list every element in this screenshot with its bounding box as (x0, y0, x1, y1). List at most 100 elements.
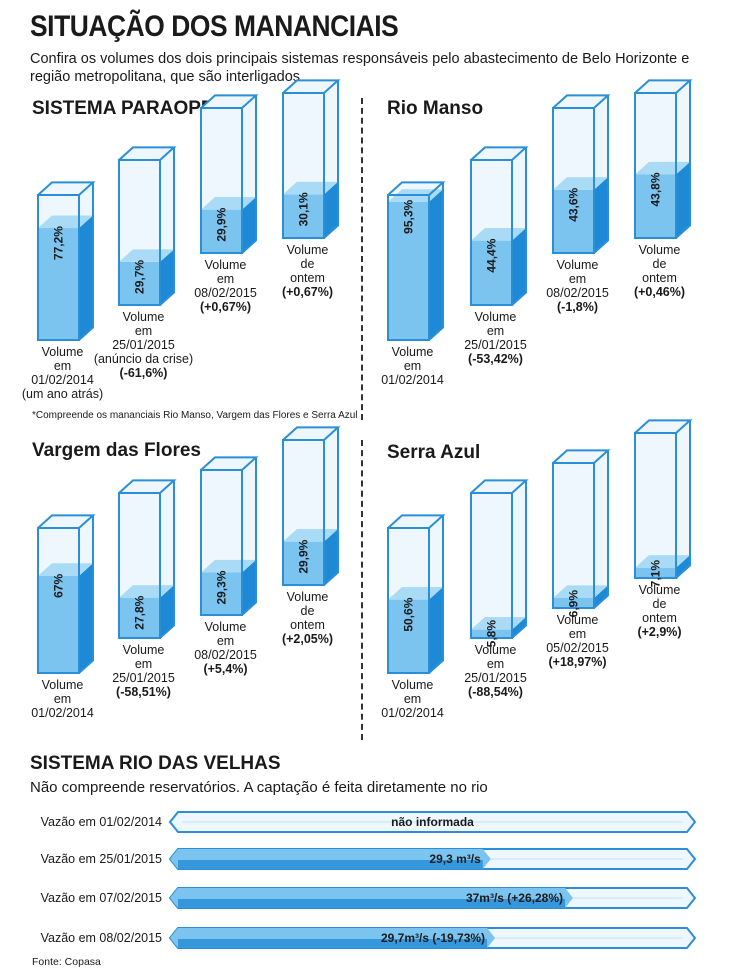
caption-line: ontem (290, 271, 325, 285)
value-label: 77,2% (52, 226, 66, 260)
jar-front-outline (118, 492, 161, 639)
bar-front (553, 597, 594, 608)
caption-line: em (217, 634, 234, 648)
jar-side-outline (511, 480, 527, 639)
caption-line: (+2,9%) (637, 625, 681, 639)
jar-front-outline (387, 527, 430, 674)
jar-top-outline (634, 79, 693, 94)
bar-front (388, 599, 429, 673)
caption-line: Volume (123, 643, 165, 657)
caption-line: Volume (287, 590, 329, 604)
caption-line: de (301, 257, 315, 271)
bar-front (635, 174, 676, 238)
jar-side-outline (593, 95, 609, 254)
caption-line: (+5,4%) (203, 662, 247, 676)
jar-side-outline (323, 427, 339, 586)
jar-top-outline (470, 479, 529, 494)
caption-line: em (135, 324, 152, 338)
velhas-row-2: Vazão em 25/01/2015 29,3 m³/s (41, 848, 697, 870)
caption-line: Volume (475, 643, 517, 657)
jar-top-outline (282, 426, 341, 441)
bar-side (429, 189, 443, 340)
page-subtitle: Confira os volumes dos dois principais s… (30, 51, 690, 85)
divider-vertical-top (361, 98, 363, 420)
bar-side (242, 197, 256, 253)
caption-line: em (569, 272, 586, 286)
bar-side (429, 587, 443, 673)
jar-side-outline (78, 515, 94, 674)
jar-glass (471, 480, 526, 638)
caption-line: Volume (557, 258, 599, 272)
jar-front-outline (282, 439, 325, 586)
bar-front (553, 189, 594, 253)
jar-front-outline (634, 92, 677, 239)
bar-side (324, 181, 338, 238)
caption-line: Volume (42, 678, 84, 692)
velhas-title: SISTEMA RIO DAS VELHAS (30, 753, 281, 774)
value-label: 44,4% (485, 238, 499, 272)
bar-side (512, 616, 526, 638)
caption-line: Volume (205, 620, 247, 634)
caption-line: 08/02/2015 (194, 648, 257, 662)
caption-line: Volume (639, 243, 681, 257)
caption-line: (-53,42%) (468, 352, 523, 366)
jar-side-outline (159, 480, 175, 639)
velhas-value-label: 37m³/s (+26,28%) (466, 891, 563, 905)
jar-side-outline (428, 182, 444, 341)
caption-line: 05/02/2015 (546, 641, 609, 655)
caption-line: 01/02/2014 (31, 706, 94, 720)
paraopeba-title: SISTEMA PARAOPEBA* (32, 98, 249, 119)
caption-line: (um ano atrás) (22, 387, 103, 401)
jar-side-outline (241, 457, 257, 616)
velhas-value-label: 29,7m³/s (-19,73%) (381, 931, 485, 945)
caption-line: Volume (639, 583, 681, 597)
value-label: 50,6% (402, 597, 416, 631)
value-label: 43,6% (567, 187, 581, 221)
bar-front (283, 541, 324, 585)
value-label: 95,3% (402, 199, 416, 233)
caption-line: ontem (642, 611, 677, 625)
jar-top-outline (200, 94, 259, 109)
caption-line: de (653, 597, 667, 611)
jar-top-outline (470, 146, 529, 161)
velhas-flow-shade (178, 860, 483, 869)
footnote: *Compreende os mananciais Rio Manso, Var… (32, 410, 358, 421)
bar-side (79, 563, 93, 673)
caption-line: 25/01/2015 (464, 671, 527, 685)
jar-side-outline (593, 450, 609, 609)
caption-line: ontem (642, 271, 677, 285)
jar-front-outline (118, 159, 161, 306)
velhas-category-label: Vazão em 25/01/2015 (41, 852, 162, 866)
bar-side (242, 559, 256, 615)
caption-line: 01/02/2014 (381, 706, 444, 720)
jar-top-outline (282, 79, 341, 94)
velhas-row-3: Vazão em 07/02/2015 37m³/s (+26,28%) (41, 887, 697, 909)
caption-line: em (217, 272, 234, 286)
jar-side-outline (511, 147, 527, 306)
velhas-value-label: 29,3 m³/s (429, 852, 481, 866)
jar-front-outline (634, 432, 677, 579)
jar-front-outline (387, 194, 430, 341)
bar-side (594, 177, 608, 253)
caption-line: 25/01/2015 (112, 671, 175, 685)
bar-side (324, 529, 338, 585)
divider-vertical-bottom (361, 440, 363, 740)
bar-side (79, 215, 93, 340)
caption-line: de (653, 257, 667, 271)
value-label: 7,1% (649, 560, 663, 588)
vargem-das-flores-title: Vargem das Flores (32, 440, 201, 461)
bar-side (160, 585, 174, 638)
caption-line: em (569, 627, 586, 641)
jar-side-outline (428, 515, 444, 674)
bar-side (676, 555, 690, 578)
